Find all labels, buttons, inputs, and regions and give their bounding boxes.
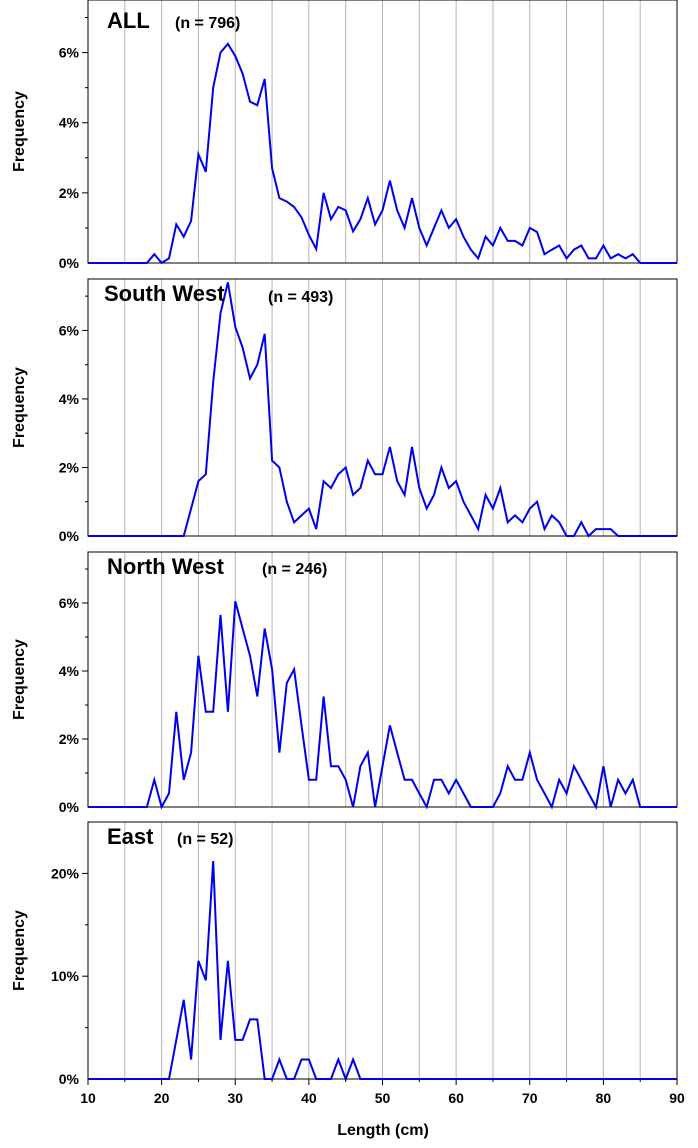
panel-title: East	[107, 824, 154, 849]
plot-frame	[87, 278, 678, 537]
x-tick-label: 70	[522, 1090, 538, 1106]
series-line	[88, 601, 677, 810]
x-tick-label: 30	[227, 1090, 243, 1106]
y-tick-label: 6%	[59, 595, 80, 611]
y-axis-label: Frequency	[11, 639, 28, 720]
panel-n-label: (n = 796)	[175, 15, 240, 32]
series-line	[88, 282, 677, 538]
panels: 0% 2% 4% 6% Frequency ALL (n = 796) 0% 2% 4% 6% Fre…	[11, 0, 678, 1087]
y-tick-label: 4%	[59, 115, 80, 131]
panel-title: South West	[104, 281, 225, 306]
y-tick-label: 20%	[51, 865, 80, 881]
panel-1: 0% 2% 4% 6% Frequency South West (n = 493)	[11, 278, 678, 544]
y-tick-label: 2%	[59, 459, 80, 475]
y-axis-label: Frequency	[11, 910, 28, 991]
series-line	[88, 42, 677, 265]
x-tick-label: 20	[154, 1090, 170, 1106]
x-tick-label: 40	[301, 1090, 317, 1106]
y-tick-label: 0%	[59, 528, 80, 544]
panel-title: North West	[107, 554, 225, 579]
y-tick-label: 6%	[59, 322, 80, 338]
y-tick-label: 4%	[59, 663, 80, 679]
plot-frame	[87, 0, 678, 264]
y-tick-label: 4%	[59, 391, 80, 407]
x-tick-label: 80	[596, 1090, 612, 1106]
plot-frame	[87, 551, 678, 808]
x-tick-label: 50	[375, 1090, 391, 1106]
panel-n-label: (n = 493)	[268, 289, 333, 306]
y-tick-label: 10%	[51, 968, 80, 984]
panel-n-label: (n = 52)	[177, 831, 233, 848]
x-axis: 10 20 30 40 50 60 70 80 90 Length (cm)	[80, 1079, 685, 1139]
x-axis-label: Length (cm)	[337, 1122, 429, 1139]
panel-3: 0% 10% 20% Frequency East (n = 52)	[11, 821, 678, 1087]
y-tick-label: 2%	[59, 185, 80, 201]
panel-2: 0% 2% 4% 6% Frequency North West (n = 246)	[11, 551, 678, 815]
y-axis-label: Frequency	[11, 91, 28, 172]
x-tick-label: 90	[669, 1090, 685, 1106]
x-tick-label: 10	[80, 1090, 96, 1106]
y-tick-label: 0%	[59, 1071, 80, 1087]
x-tick-label: 60	[448, 1090, 464, 1106]
y-tick-label: 6%	[59, 45, 80, 61]
y-axis-label: Frequency	[11, 367, 28, 448]
panel-n-label: (n = 246)	[262, 561, 327, 578]
y-tick-label: 0%	[59, 799, 80, 815]
y-tick-label: 2%	[59, 731, 80, 747]
panel-0: 0% 2% 4% 6% Frequency ALL (n = 796)	[11, 0, 678, 271]
y-tick-label: 0%	[59, 255, 80, 271]
panel-title: ALL	[107, 8, 150, 33]
